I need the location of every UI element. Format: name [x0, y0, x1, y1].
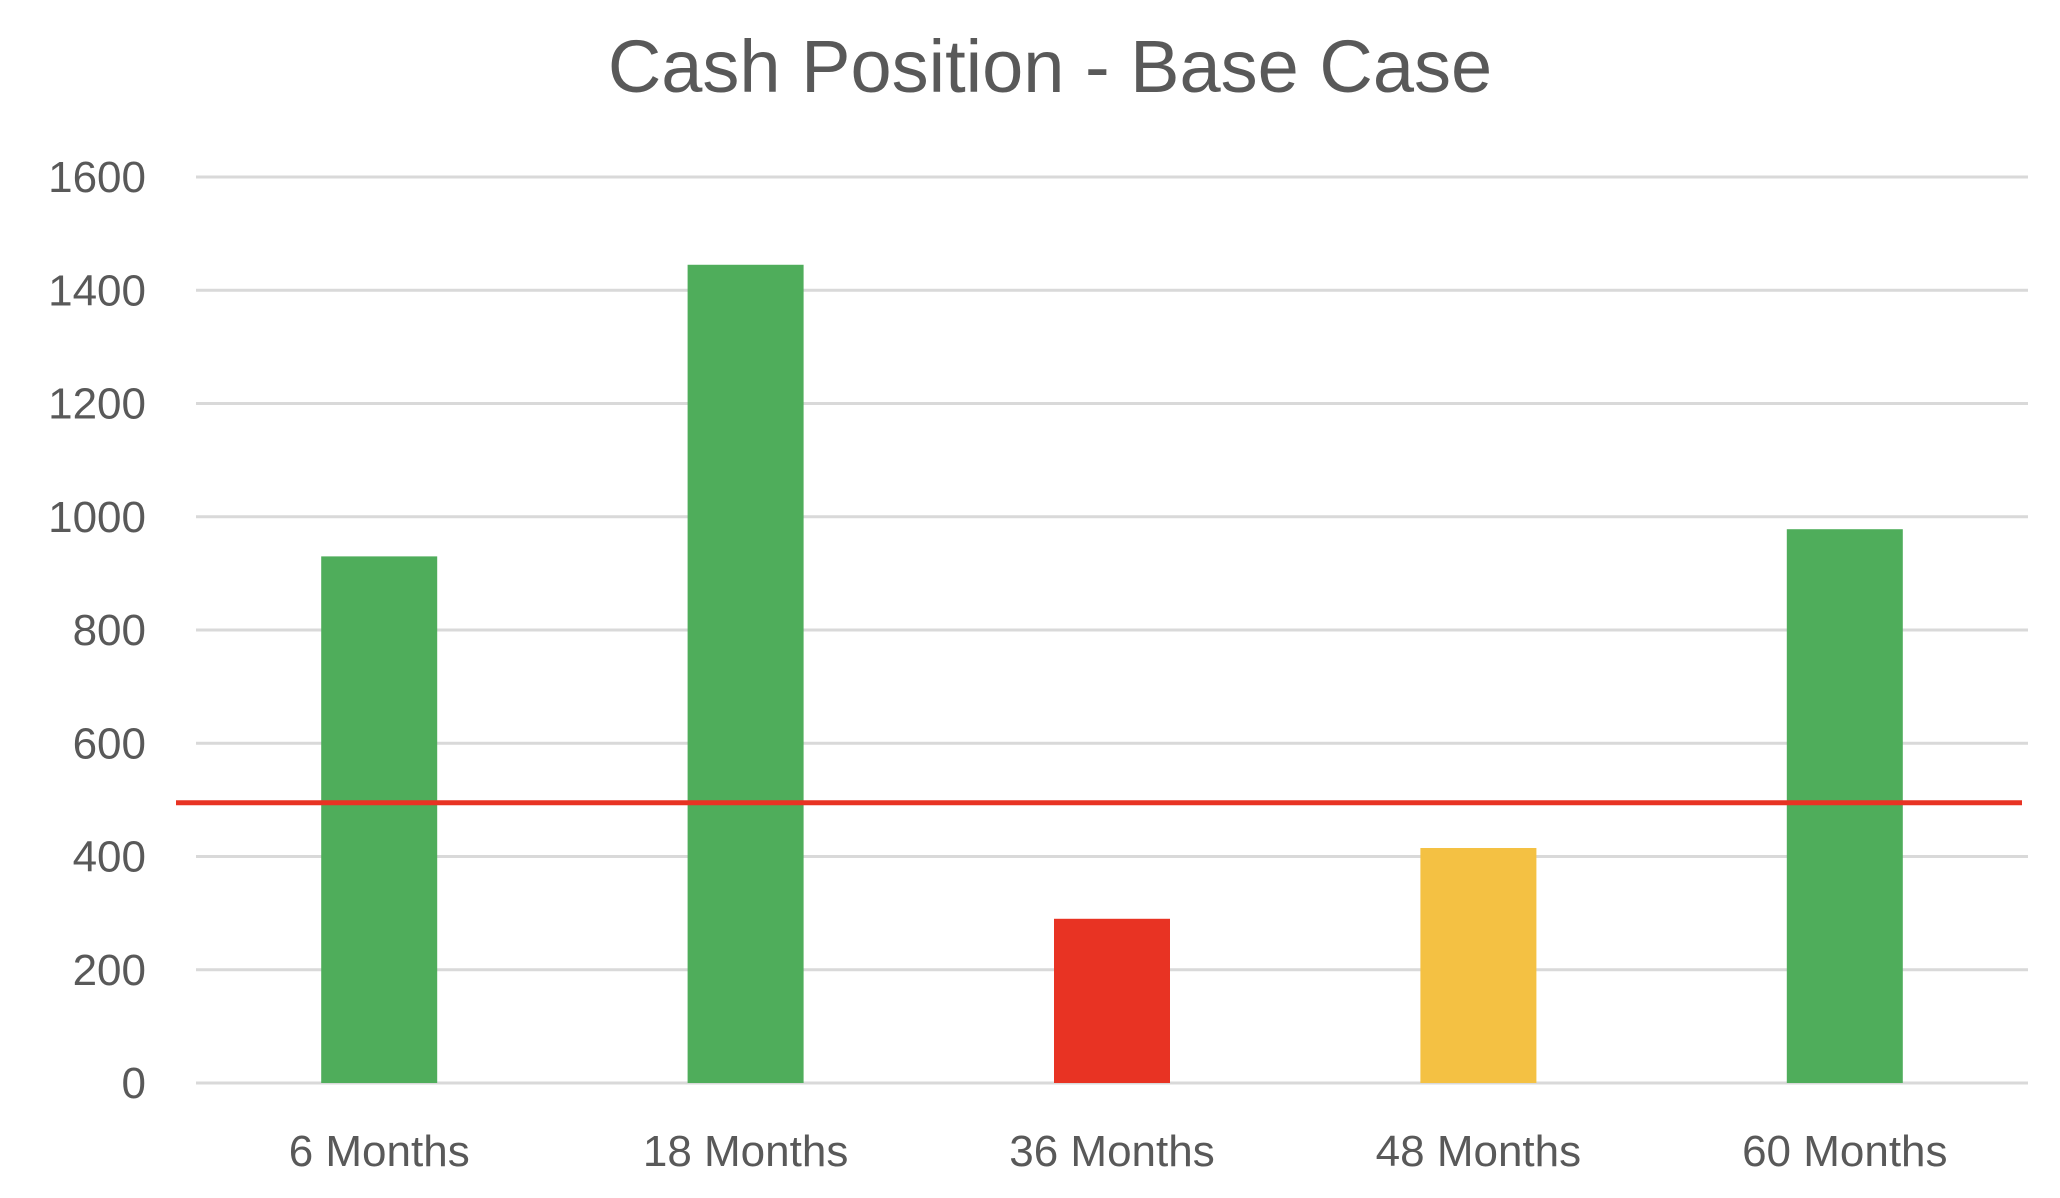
y-tick-label: 800 [73, 606, 146, 655]
y-tick-label: 0 [122, 1059, 146, 1108]
y-tick-label: 1200 [48, 380, 146, 429]
gridlines [196, 175, 2028, 1085]
bar-60-months [1786, 529, 1903, 1083]
y-tick-label: 1400 [48, 266, 146, 315]
y-tick-label: 1000 [48, 493, 146, 542]
bar-36-months [1054, 918, 1170, 1083]
bars [321, 264, 1903, 1083]
y-tick-label: 600 [73, 719, 146, 768]
x-tick-label: 6 Months [289, 1127, 470, 1176]
x-tick-label: 60 Months [1742, 1127, 1947, 1176]
x-tick-label: 18 Months [643, 1127, 848, 1176]
y-tick-label: 1600 [48, 153, 146, 202]
x-tick-label: 48 Months [1376, 1127, 1581, 1176]
bar-6-months [321, 556, 438, 1083]
y-tick-label: 200 [73, 946, 146, 995]
chart-title: Cash Position - Base Case [608, 25, 1492, 108]
x-tick-label: 36 Months [1009, 1127, 1214, 1176]
x-axis-tick-labels: 6 Months 18 Months 36 Months 48 Months 60 Mo… [289, 1127, 1948, 1176]
y-axis-tick-labels: 0 200 400 600 800 1000 1200 1400 1600 [48, 153, 146, 1108]
bar-48-months [1420, 848, 1537, 1083]
y-tick-label: 400 [73, 833, 146, 882]
bar-18-months [687, 264, 804, 1083]
